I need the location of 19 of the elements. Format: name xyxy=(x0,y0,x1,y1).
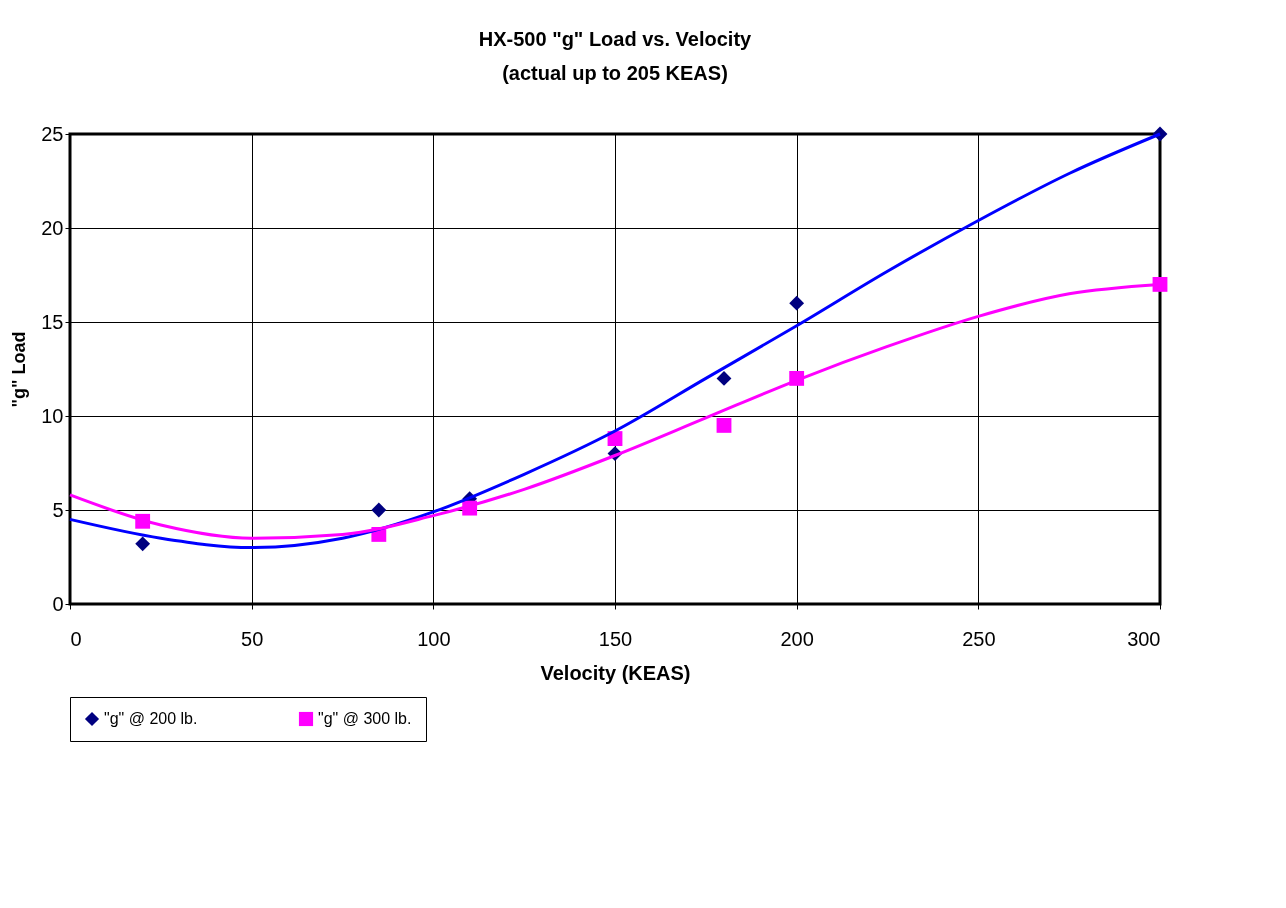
x-tick-label: 0 xyxy=(70,627,82,650)
x-tick-label: 300 xyxy=(1127,627,1161,650)
legend-label: "g" @ 200 lb. xyxy=(104,710,198,727)
y-tick-label: 5 xyxy=(52,498,64,521)
y-tick-label: 25 xyxy=(41,122,64,145)
legend-label: "g" @ 300 lb. xyxy=(318,710,412,727)
chart-title: HX-500 "g" Load vs. Velocity xyxy=(478,28,753,50)
x-tick-label: 50 xyxy=(241,627,264,650)
x-tick-label: 200 xyxy=(780,627,814,650)
x-tick-label: 250 xyxy=(962,627,996,650)
y-tick-label: 20 xyxy=(41,216,64,239)
x-axis-title: Velocity (KEAS) xyxy=(540,661,691,684)
x-tick-label: 100 xyxy=(417,627,451,650)
y-tick-label: 0 xyxy=(52,592,64,615)
chart-subtitle: (actual up to 205 KEAS) xyxy=(502,62,728,84)
y-axis-title: "g" Load xyxy=(9,331,30,408)
y-tick-label: 15 xyxy=(41,310,64,333)
x-tick-label: 150 xyxy=(598,627,633,650)
y-tick-label: 10 xyxy=(41,404,64,427)
